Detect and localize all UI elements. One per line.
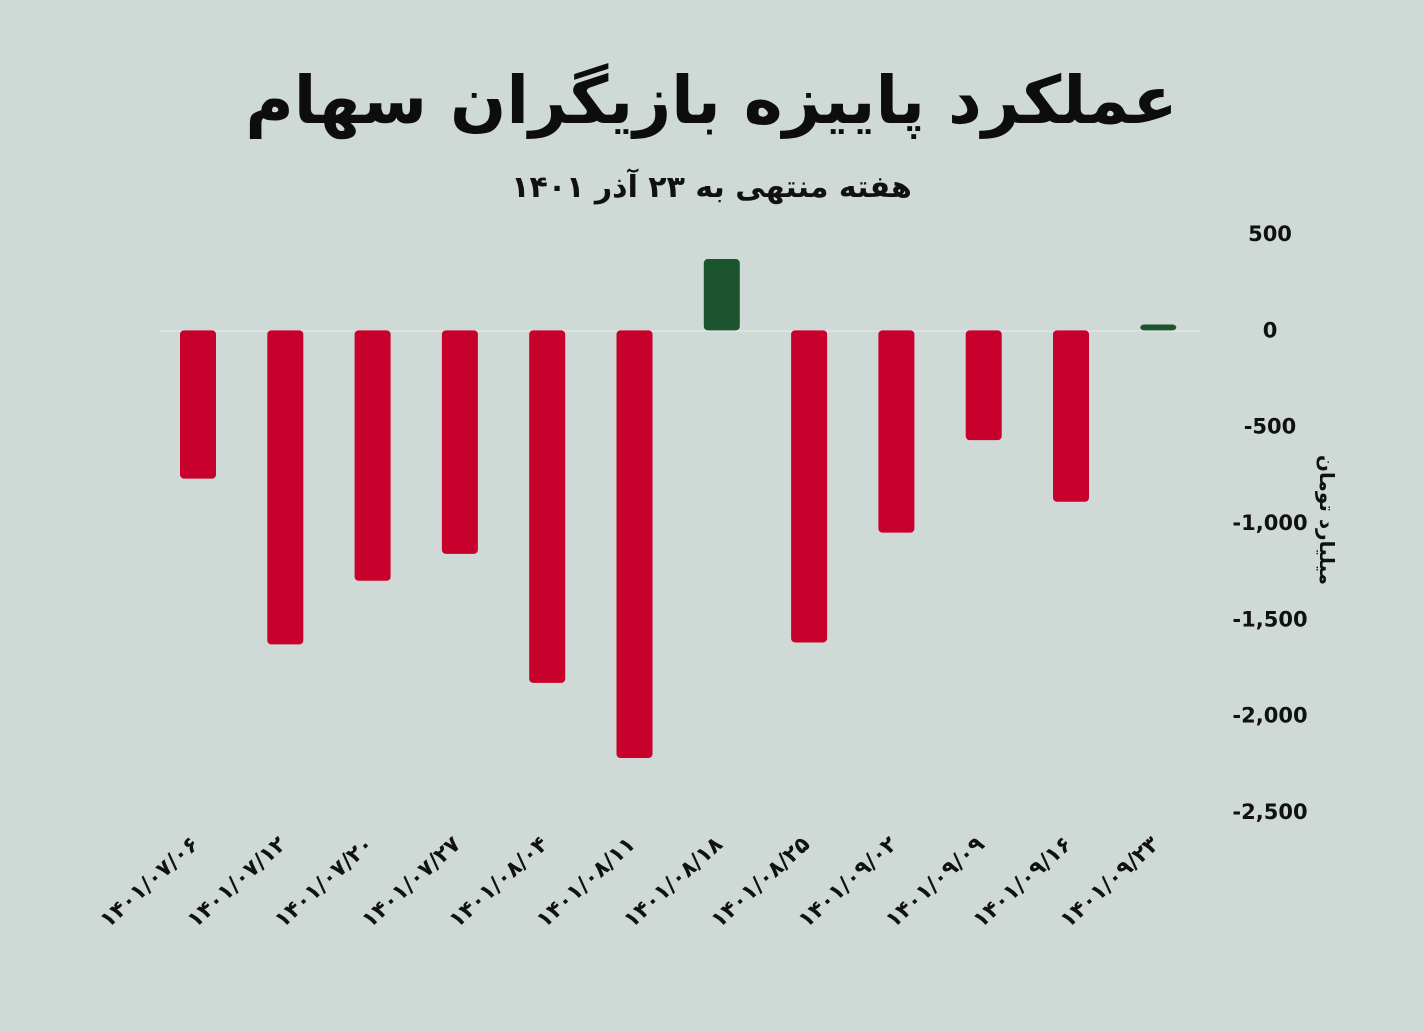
y-tick-label: -1,500	[1232, 607, 1307, 631]
bars-group	[180, 259, 1177, 759]
y-ticks-group: 500 0 -500 -1,000 -1,500 -2,000 -2,500	[1232, 222, 1307, 824]
bar-0	[180, 330, 216, 479]
bar-10	[1053, 330, 1089, 502]
bar-7	[791, 330, 828, 643]
bar-2	[354, 330, 391, 581]
bar-11	[1140, 324, 1177, 331]
y-tick-label: 0	[1263, 318, 1278, 342]
bar-8	[878, 330, 915, 533]
y-tick-label: -500	[1244, 415, 1297, 439]
chart-title: عملکرد پاییزه بازیگران سهام	[245, 62, 1178, 139]
x-categories-group: ۱۴۰۱/۰۷/۰۶۱۴۰۱/۰۷/۱۲۱۴۰۱/۰۷/۲۰۱۴۰۱/۰۷/۲۷…	[96, 832, 1165, 934]
bar-4	[529, 330, 566, 683]
y-tick-label: 500	[1248, 222, 1292, 246]
y-tick-label: -2,000	[1232, 704, 1307, 728]
bar-6	[703, 259, 740, 331]
bar-3	[441, 330, 478, 554]
bar-1	[267, 330, 304, 645]
y-tick-label: -2,500	[1232, 800, 1307, 824]
bar-9	[965, 330, 1002, 441]
bar-5	[616, 330, 653, 759]
chart-subtitle: هفته منتهی به ۲۳ آذر ۱۴۰۱	[511, 170, 912, 205]
y-tick-label: -1,000	[1232, 511, 1307, 535]
